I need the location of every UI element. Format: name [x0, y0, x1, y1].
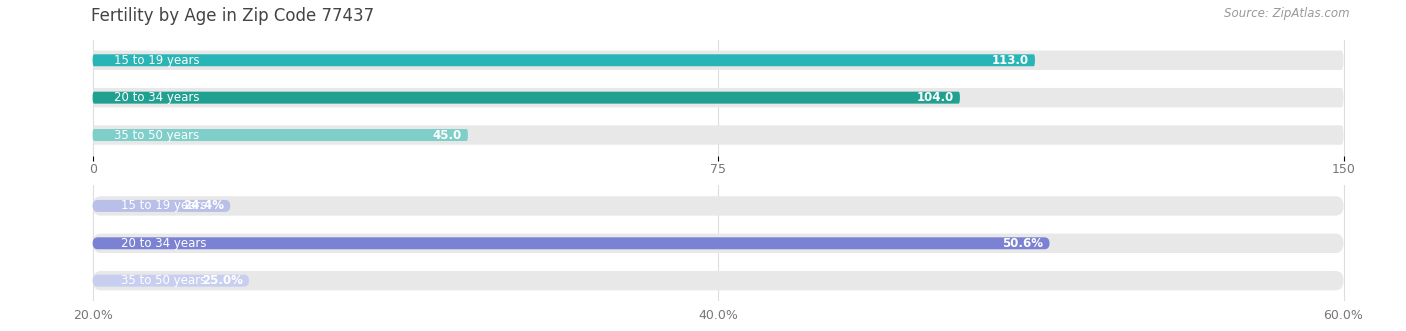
Text: Fertility by Age in Zip Code 77437: Fertility by Age in Zip Code 77437 [91, 7, 374, 24]
Text: 35 to 50 years: 35 to 50 years [114, 128, 200, 142]
Text: 113.0: 113.0 [991, 54, 1029, 67]
FancyBboxPatch shape [93, 51, 1344, 70]
Text: 45.0: 45.0 [433, 128, 461, 142]
FancyBboxPatch shape [93, 234, 1344, 253]
FancyBboxPatch shape [93, 237, 1049, 249]
FancyBboxPatch shape [93, 129, 468, 141]
Text: 25.0%: 25.0% [202, 274, 243, 287]
FancyBboxPatch shape [93, 275, 249, 287]
Text: 50.6%: 50.6% [1002, 237, 1043, 250]
Text: Source: ZipAtlas.com: Source: ZipAtlas.com [1225, 7, 1350, 20]
FancyBboxPatch shape [93, 271, 1344, 290]
FancyBboxPatch shape [93, 92, 960, 104]
FancyBboxPatch shape [93, 196, 1344, 215]
Text: 35 to 50 years: 35 to 50 years [121, 274, 207, 287]
Text: 20 to 34 years: 20 to 34 years [114, 91, 200, 104]
FancyBboxPatch shape [93, 125, 1344, 145]
FancyBboxPatch shape [93, 200, 231, 212]
Text: 15 to 19 years: 15 to 19 years [114, 54, 200, 67]
FancyBboxPatch shape [93, 54, 1035, 66]
Text: 20 to 34 years: 20 to 34 years [121, 237, 207, 250]
Text: 15 to 19 years: 15 to 19 years [121, 199, 207, 213]
Text: 104.0: 104.0 [917, 91, 953, 104]
Text: 24.4%: 24.4% [183, 199, 224, 213]
FancyBboxPatch shape [93, 88, 1344, 107]
